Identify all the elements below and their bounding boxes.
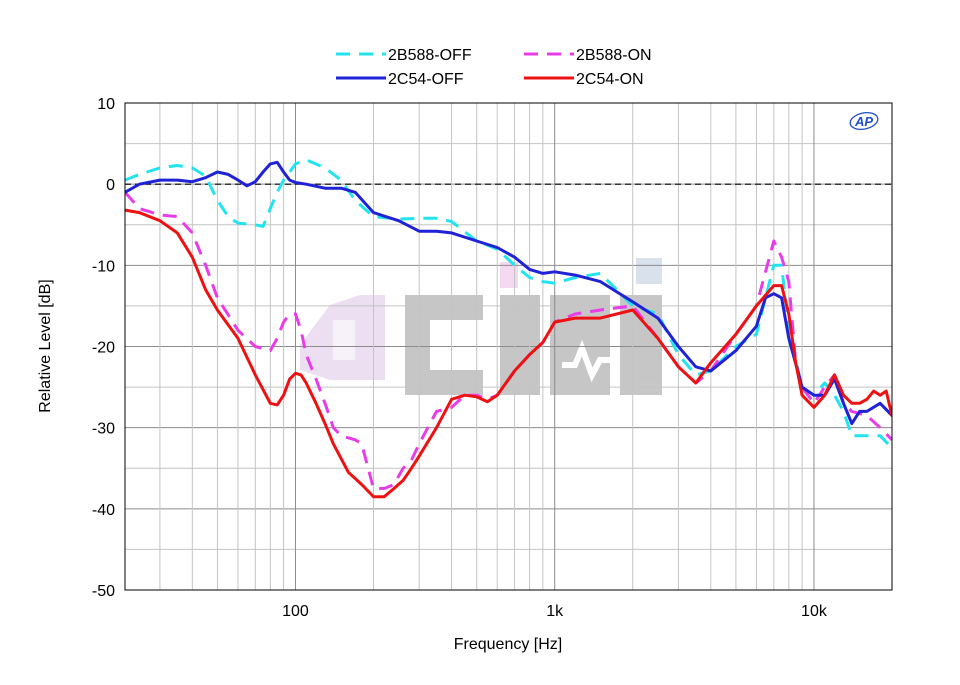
- plot-frame: [124, 102, 893, 591]
- y-tick-label: -40: [92, 502, 115, 519]
- x-axis-label: Frequency [Hz]: [454, 636, 562, 653]
- series-line-2c54-off: [125, 160, 892, 426]
- legend-label: 2C54-ON: [576, 71, 644, 88]
- y-axis-ticks: 10 0 -10 -20 -30 -40 -50: [92, 96, 115, 600]
- series-line-2c54-on: [125, 208, 892, 499]
- legend-label: 2C54-OFF: [388, 71, 464, 88]
- y-tick-label: -20: [92, 340, 115, 357]
- legend-label: 2B588-ON: [576, 47, 652, 64]
- series-line-2b588-on: [125, 191, 892, 490]
- x-axis-ticks: 100 1k 10k: [282, 603, 828, 620]
- y-tick-label: 10: [97, 96, 115, 113]
- ap-logo: AP: [849, 112, 879, 130]
- legend-label: 2B588-OFF: [388, 47, 472, 64]
- y-axis-label: Relative Level [dB]: [37, 279, 54, 412]
- x-tick-label: 1k: [546, 603, 564, 620]
- x-tick-label: 10k: [801, 603, 828, 620]
- ap-logo-text: AP: [854, 114, 873, 129]
- y-tick-label: -50: [92, 583, 115, 600]
- watermark: [300, 258, 662, 395]
- series-layer: [125, 158, 892, 499]
- y-tick-label: 0: [106, 177, 115, 194]
- y-tick-label: -30: [92, 421, 115, 438]
- x-tick-label: 100: [282, 603, 309, 620]
- legend: 2B588-OFF 2B588-ON 2C54-OFF 2C54-ON: [336, 47, 652, 88]
- grid: [125, 102, 893, 591]
- y-tick-label: -10: [92, 258, 115, 275]
